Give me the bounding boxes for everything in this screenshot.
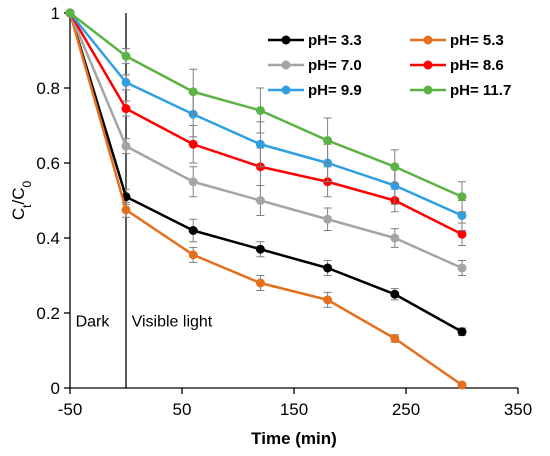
data-point — [457, 229, 467, 239]
data-point — [188, 139, 198, 149]
x-tick-label: -50 — [58, 400, 83, 419]
legend-marker — [423, 85, 433, 95]
series-group — [65, 8, 467, 390]
legend-marker — [281, 85, 291, 95]
x-tick-label: 150 — [280, 400, 308, 419]
series-line — [68, 12, 463, 270]
data-point — [255, 106, 265, 115]
data-point — [390, 162, 400, 172]
y-axis-title: Ct/C0 — [9, 181, 34, 221]
legend-item: pH= 8.6 — [410, 57, 504, 74]
x-tick-label: 350 — [504, 400, 532, 419]
data-point — [65, 8, 75, 18]
data-point — [457, 380, 467, 390]
legend-item: pH= 3.3 — [268, 32, 362, 49]
data-point — [390, 334, 400, 343]
legend-label: pH= 3.3 — [308, 32, 362, 49]
x-tick-label: 250 — [392, 400, 420, 419]
data-point — [255, 244, 265, 254]
x-tick-label: 50 — [173, 400, 192, 419]
data-point — [188, 87, 198, 97]
y-tick-label: 0.2 — [36, 304, 60, 323]
data-point — [390, 233, 400, 243]
legend-label: pH= 5.3 — [450, 32, 504, 49]
data-point — [121, 77, 131, 87]
data-point — [188, 177, 198, 187]
y-axis-title-part: C — [9, 208, 28, 220]
series-pH9-9 — [65, 8, 467, 231]
data-point — [457, 327, 467, 337]
data-point — [323, 295, 333, 305]
y-tick-label: 0.4 — [36, 229, 60, 248]
legend-label: pH= 8.6 — [450, 57, 504, 74]
data-point — [323, 136, 333, 145]
legend-marker — [281, 60, 291, 70]
legend-marker — [423, 35, 433, 45]
y-tick-label: 0 — [51, 379, 60, 398]
y-tick-label: 0.6 — [36, 154, 60, 173]
legend-item: pH= 7.0 — [268, 57, 362, 74]
y-axis-title-subscript: t — [20, 204, 34, 208]
legend-label: pH= 9.9 — [308, 82, 362, 99]
data-point — [323, 214, 333, 224]
annotations: Dark Visible light — [76, 314, 213, 331]
axis-titles: Time (min)Ct/C0 — [9, 181, 337, 448]
x-axis-title: Time (min) — [251, 429, 337, 448]
legend: pH= 3.3 pH= 5.3 pH= 7.0 pH= 8.6 pH= 9.9 pH= 1… — [268, 32, 511, 99]
legend-label: pH= 11.7 — [450, 82, 511, 99]
data-point — [121, 141, 131, 151]
series-pH5-3 — [65, 8, 467, 390]
data-point — [255, 196, 265, 205]
y-axis-title-subscript: 0 — [20, 181, 34, 188]
y-tick-label: 1 — [51, 4, 60, 23]
data-point — [457, 211, 467, 220]
data-point — [255, 278, 265, 288]
data-point — [457, 263, 467, 273]
legend-item: pH= 9.9 — [268, 82, 362, 99]
axes: 0 0.2 0.4 0.6 0.8 1 -50 50 150 250 350 — [36, 4, 532, 419]
series-pH11-7 — [65, 8, 467, 213]
annotation-visible-light: Visible light — [132, 314, 213, 331]
annotation-dark: Dark — [76, 314, 111, 331]
legend-item: pH= 11.7 — [410, 82, 511, 99]
data-point — [121, 104, 131, 114]
legend-marker — [423, 60, 433, 70]
legend-label: pH= 7.0 — [308, 57, 362, 74]
y-tick-label: 0.8 — [36, 79, 60, 98]
data-point — [121, 205, 131, 215]
legend-marker — [281, 35, 291, 45]
legend-item: pH= 5.3 — [410, 32, 504, 49]
y-axis-title-part: /C — [9, 188, 28, 205]
data-point — [255, 139, 265, 149]
data-point — [457, 192, 467, 202]
data-point — [188, 226, 198, 235]
data-point — [188, 250, 198, 260]
data-point — [323, 263, 333, 273]
data-point — [121, 51, 131, 61]
data-point — [390, 289, 400, 299]
